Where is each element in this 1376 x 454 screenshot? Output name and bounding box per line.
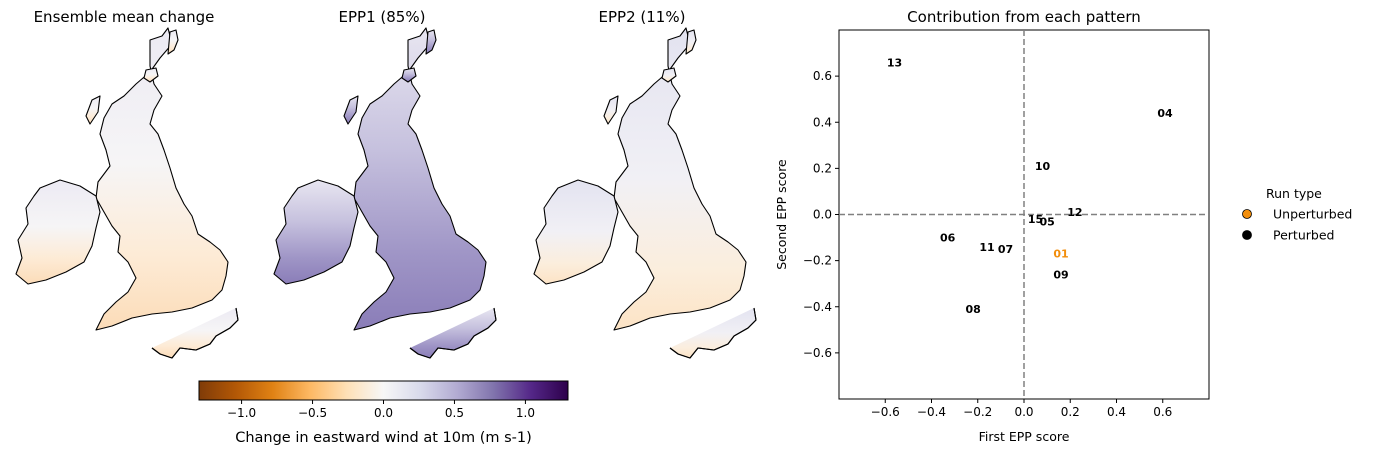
x-tick-label: −0.6 — [871, 405, 900, 419]
colorbar-label: Change in eastward wind at 10m (m s-1) — [235, 430, 532, 446]
point-label-09: 09 — [1053, 268, 1068, 281]
y-axis-label: Second EPP score — [774, 159, 789, 270]
legend-label: Perturbed — [1273, 228, 1334, 243]
y-tick-label: 0.0 — [813, 208, 832, 222]
x-tick-label: −0.4 — [917, 405, 946, 419]
point-label-06: 06 — [940, 232, 956, 245]
y-tick-label: −0.6 — [803, 346, 832, 360]
x-tick-label: −0.2 — [963, 405, 992, 419]
point-label-13: 13 — [887, 56, 902, 69]
x-tick-label: 0.0 — [1014, 405, 1033, 419]
point-label-15: 15 — [1028, 213, 1043, 226]
uk-map — [15, 27, 239, 359]
map-panel-epp2: EPP2 (11%) — [533, 8, 757, 359]
x-axis-label: First EPP score — [979, 429, 1070, 444]
y-tick-label: −0.2 — [803, 254, 832, 268]
y-tick-label: 0.4 — [813, 115, 832, 129]
colorbar-tick-label: 0.0 — [374, 406, 393, 420]
point-label-12: 12 — [1067, 206, 1082, 219]
legend-label: Unperturbed — [1273, 207, 1352, 222]
y-tick-label: −0.4 — [803, 300, 832, 314]
x-tick-label: 0.2 — [1061, 405, 1080, 419]
legend: Run type Unperturbed Perturbed — [1242, 186, 1352, 243]
colorbar-tick-label: 1.0 — [516, 406, 535, 420]
point-label-10: 10 — [1035, 160, 1051, 173]
colorbar-tick-label: 0.5 — [445, 406, 464, 420]
point-label-04: 04 — [1157, 107, 1173, 120]
legend-marker — [1242, 230, 1252, 240]
map-title: EPP2 (11%) — [599, 8, 686, 26]
map-title: EPP1 (85%) — [339, 8, 426, 26]
x-tick-label: 0.6 — [1153, 405, 1172, 419]
y-tick-label: 0.6 — [813, 69, 832, 83]
point-label-07: 07 — [998, 243, 1013, 256]
point-label-08: 08 — [965, 303, 980, 316]
legend-marker — [1242, 209, 1252, 219]
france-coastline — [409, 307, 497, 359]
legend-title: Run type — [1266, 186, 1322, 201]
colorbar-tick-label: −0.5 — [298, 406, 327, 420]
uk-map — [273, 27, 497, 359]
colorbar-tick-label: −1.0 — [227, 406, 256, 420]
x-tick-label: 0.4 — [1107, 405, 1126, 419]
point-label-11: 11 — [979, 241, 994, 254]
france-coastline — [669, 307, 757, 359]
uk-map — [533, 27, 757, 359]
scatter-title: Contribution from each pattern — [907, 8, 1141, 26]
map-title: Ensemble mean change — [34, 8, 215, 26]
point-label-01: 01 — [1053, 248, 1068, 261]
colorbar — [198, 380, 569, 401]
map-panel-mean: Ensemble mean change — [15, 8, 239, 359]
france-coastline — [151, 307, 239, 359]
point-label-05: 05 — [1039, 215, 1054, 228]
y-tick-label: 0.2 — [813, 161, 832, 175]
map-panel-epp1: EPP1 (85%) — [273, 8, 497, 359]
